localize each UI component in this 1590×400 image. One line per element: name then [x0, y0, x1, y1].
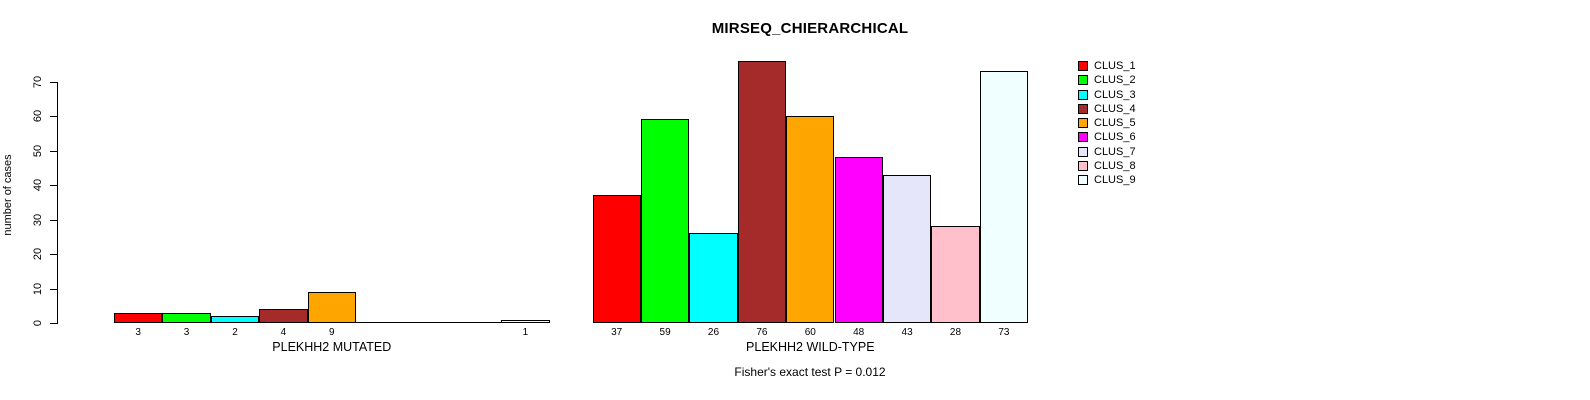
y-axis-tick-label: 40 — [32, 178, 44, 192]
bar-value-label: 3 — [183, 327, 190, 338]
bar-value-label: 43 — [901, 327, 913, 338]
legend-swatch-clus-4 — [1078, 103, 1088, 114]
x-axis-group-label: PLEKHH2 MUTATED — [272, 340, 392, 354]
bar-clus-4-plekhh2-wild-type — [737, 60, 787, 323]
legend-label-clus-1: CLUS_1 — [1094, 60, 1136, 72]
y-axis-tick — [50, 323, 57, 324]
y-axis-tick-label: 30 — [32, 213, 44, 226]
legend-swatch-clus-6 — [1078, 132, 1088, 143]
y-axis-tick — [50, 288, 57, 290]
bar-value-label: 1 — [522, 327, 529, 338]
y-axis-line — [57, 81, 58, 324]
legend-label-clus-4: CLUS_4 — [1094, 102, 1136, 115]
y-axis-tick — [50, 219, 57, 221]
bar-clus-5-plekhh2-mutated — [307, 291, 356, 323]
bar-value-label: 73 — [998, 327, 1010, 338]
fisher-test-annotation: Fisher's exact test P = 0.012 — [734, 365, 886, 379]
legend-swatch-clus-2 — [1078, 75, 1088, 86]
bar-value-label: 4 — [280, 327, 287, 338]
bar-value-label: 2 — [232, 327, 238, 338]
bar-clus-1-plekhh2-wild-type — [592, 195, 641, 323]
legend-label-clus-7: CLUS_7 — [1094, 145, 1136, 158]
bar-value-label: 28 — [949, 327, 962, 338]
bar-value-label: 59 — [659, 327, 671, 338]
bar-clus-2-plekhh2-mutated — [162, 312, 211, 323]
x-axis-group-label: PLEKHH2 WILD-TYPE — [746, 340, 875, 354]
y-axis-tick-label: 10 — [32, 282, 44, 295]
y-axis-title: number of cases — [2, 154, 14, 236]
bar-clus-2-plekhh2-wild-type — [640, 119, 690, 323]
y-axis-tick — [50, 150, 57, 152]
bar-clus-3-plekhh2-wild-type — [689, 233, 738, 323]
y-axis-tick — [50, 81, 57, 83]
bar-value-label: 60 — [804, 327, 816, 338]
legend-label-clus-9: CLUS_9 — [1094, 174, 1136, 186]
y-axis-tick-label: 60 — [32, 109, 44, 123]
bar-clus-3-plekhh2-mutated — [210, 316, 260, 323]
bar-clus-6-plekhh2-mutated-zero — [356, 322, 405, 323]
bar-clus-4-plekhh2-mutated — [259, 309, 308, 323]
y-axis-tick-label: 70 — [32, 75, 44, 88]
bar-clus-7-plekhh2-wild-type — [882, 174, 932, 323]
bar-clus-8-plekhh2-wild-type — [931, 226, 980, 323]
legend-label-clus-5: CLUS_5 — [1094, 117, 1136, 129]
bar-value-label: 48 — [853, 327, 865, 338]
y-axis-tick — [50, 116, 57, 117]
legend-swatch-clus-7 — [1078, 146, 1088, 157]
bar-clus-8-plekhh2-mutated-zero — [452, 322, 502, 323]
legend-label-clus-2: CLUS_2 — [1094, 74, 1136, 87]
legend-swatch-clus-1 — [1078, 61, 1088, 71]
legend-label-clus-6: CLUS_6 — [1094, 131, 1136, 144]
chart-title: MIRSEQ_CHIERARCHICAL — [711, 20, 909, 37]
y-axis-tick-label: 0 — [32, 319, 44, 327]
bar-clus-6-plekhh2-wild-type — [834, 157, 883, 323]
bar-value-label: 26 — [707, 327, 720, 338]
y-axis-tick — [50, 185, 57, 186]
bar-clus-9-plekhh2-wild-type — [979, 71, 1029, 323]
bar-value-label: 37 — [611, 327, 623, 338]
bar-value-label: 3 — [135, 327, 141, 338]
legend-swatch-clus-9 — [1078, 175, 1088, 185]
y-axis-tick — [50, 254, 57, 255]
legend-swatch-clus-3 — [1078, 89, 1088, 100]
legend-swatch-clus-5 — [1078, 118, 1088, 128]
bar-clus-9-plekhh2-mutated — [501, 319, 550, 323]
bar-clus-1-plekhh2-mutated — [114, 312, 163, 323]
y-axis-tick-label: 20 — [32, 247, 44, 261]
bar-clus-7-plekhh2-mutated-zero — [404, 322, 453, 323]
y-axis-tick-label: 50 — [32, 144, 44, 157]
bar-clus-5-plekhh2-wild-type — [786, 116, 835, 323]
legend-label-clus-3: CLUS_3 — [1094, 88, 1136, 101]
legend-label-clus-8: CLUS_8 — [1094, 159, 1136, 172]
bar-value-label: 9 — [329, 327, 335, 338]
legend-swatch-clus-8 — [1078, 160, 1088, 171]
bar-value-label: 76 — [756, 327, 768, 338]
